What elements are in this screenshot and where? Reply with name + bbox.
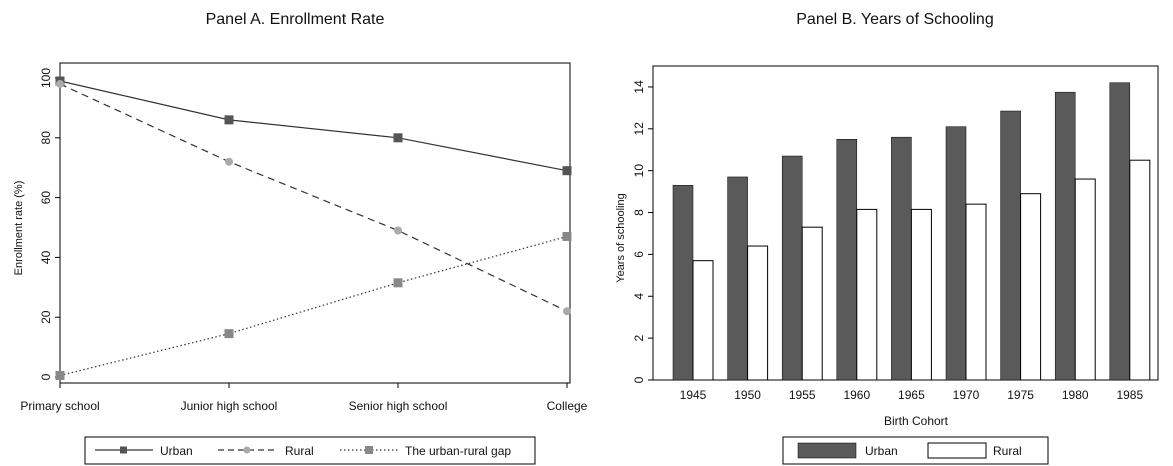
bar-rural <box>692 260 714 381</box>
legend-urban-marker <box>120 446 127 454</box>
y-tick-label: 0 <box>39 373 53 380</box>
bar-rural <box>1074 178 1096 381</box>
bar-urban <box>1000 110 1021 381</box>
bar-rural <box>856 208 878 381</box>
y-tick-label: 80 <box>39 131 53 145</box>
bar-urban <box>727 176 748 381</box>
panel-a-plot-frame <box>59 62 571 384</box>
data-point <box>224 115 234 125</box>
bar-urban <box>1109 82 1131 381</box>
x-tick-label: Senior high school <box>349 399 448 413</box>
panel-b-y-ticks: 0 2 4 6 8 10 12 14 <box>632 80 653 383</box>
x-tick-label: Junior high school <box>181 399 278 413</box>
panel-b-title: Panel B. Years of Schooling <box>796 11 993 28</box>
data-point <box>563 307 571 316</box>
y-tick-label: 4 <box>632 293 646 300</box>
legend-urban-swatch <box>797 442 857 459</box>
panel-a-x-ticks: Primary school Junior high school Senior h… <box>20 383 588 413</box>
y-tick-label: 20 <box>39 310 53 324</box>
panel-b-y-axis-label: Years of schooling <box>615 193 627 283</box>
legend-b-urban-label: Urban <box>865 444 898 458</box>
series-line-1 <box>59 83 568 312</box>
x-tick-label: 1945 <box>680 388 707 402</box>
x-tick-label: 1965 <box>898 388 925 402</box>
y-tick-label: 100 <box>39 68 53 88</box>
panel-a-y-axis-label: Enrollment rate (%) <box>13 181 25 276</box>
bar-rural <box>1020 193 1042 381</box>
x-tick-label: 1980 <box>1062 388 1089 402</box>
panel-b-bars <box>672 82 1151 381</box>
legend-urban-label: Urban <box>160 444 193 458</box>
x-tick-label: 1985 <box>1116 388 1143 402</box>
y-tick-label: 40 <box>39 250 53 264</box>
bar-urban <box>836 139 858 381</box>
bar-urban <box>781 155 803 381</box>
data-point <box>562 166 572 176</box>
x-tick-label: Primary school <box>20 399 99 413</box>
legend-rural-swatch <box>927 442 987 459</box>
bar-urban <box>672 185 694 381</box>
data-point <box>562 231 572 241</box>
panel-b-x-axis-label: Birth Cohort <box>884 414 949 428</box>
panel-a-legend <box>84 436 536 465</box>
y-tick-label: 60 <box>39 191 53 205</box>
y-tick-label: 0 <box>632 376 646 383</box>
panel-a-y-ticks: 0 20 40 60 80 100 <box>39 68 60 380</box>
y-tick-label: 14 <box>632 80 646 94</box>
series-line-2 <box>59 235 568 377</box>
y-tick-label: 2 <box>632 334 646 341</box>
panel-b-x-ticks: 1945 1950 1955 1960 1965 1970 1975 1980 1985 <box>680 388 1144 402</box>
series-line-0 <box>59 80 568 172</box>
data-point <box>55 371 65 381</box>
panel-b: Panel B. Years of Schooling Years of sch… <box>615 11 1159 465</box>
legend-rural-marker <box>243 446 251 454</box>
x-tick-label: 1970 <box>953 388 980 402</box>
y-tick-label: 12 <box>632 122 646 136</box>
bar-rural <box>910 208 932 381</box>
data-point <box>394 226 402 235</box>
bar-rural <box>747 245 769 381</box>
y-tick-label: 10 <box>632 164 646 178</box>
bar-rural <box>801 226 823 381</box>
y-tick-label: 6 <box>632 251 646 258</box>
x-tick-label: 1975 <box>1007 388 1034 402</box>
data-point <box>393 278 403 288</box>
bar-urban <box>1054 91 1076 381</box>
data-point <box>224 329 234 339</box>
panel-a: Panel A. Enrollment Rate Enrollment rate… <box>13 11 588 465</box>
x-tick-label: 1955 <box>789 388 816 402</box>
legend-gap-marker <box>365 446 373 454</box>
bar-rural <box>965 203 987 381</box>
legend-gap-label: The urban-rural gap <box>405 444 511 458</box>
bar-urban <box>945 126 967 381</box>
data-point <box>393 133 403 143</box>
y-tick-label: 8 <box>632 209 646 216</box>
data-point <box>225 157 233 166</box>
panel-a-title: Panel A. Enrollment Rate <box>206 11 385 28</box>
legend-b-rural-label: Rural <box>993 444 1022 458</box>
x-tick-label: College <box>547 399 588 413</box>
x-tick-label: 1960 <box>843 388 870 402</box>
bar-rural <box>1129 159 1151 381</box>
panel-a-series <box>55 76 572 381</box>
bar-urban <box>891 136 912 381</box>
legend-rural-label: Rural <box>285 444 314 458</box>
x-tick-label: 1950 <box>734 388 761 402</box>
data-point <box>56 79 64 88</box>
